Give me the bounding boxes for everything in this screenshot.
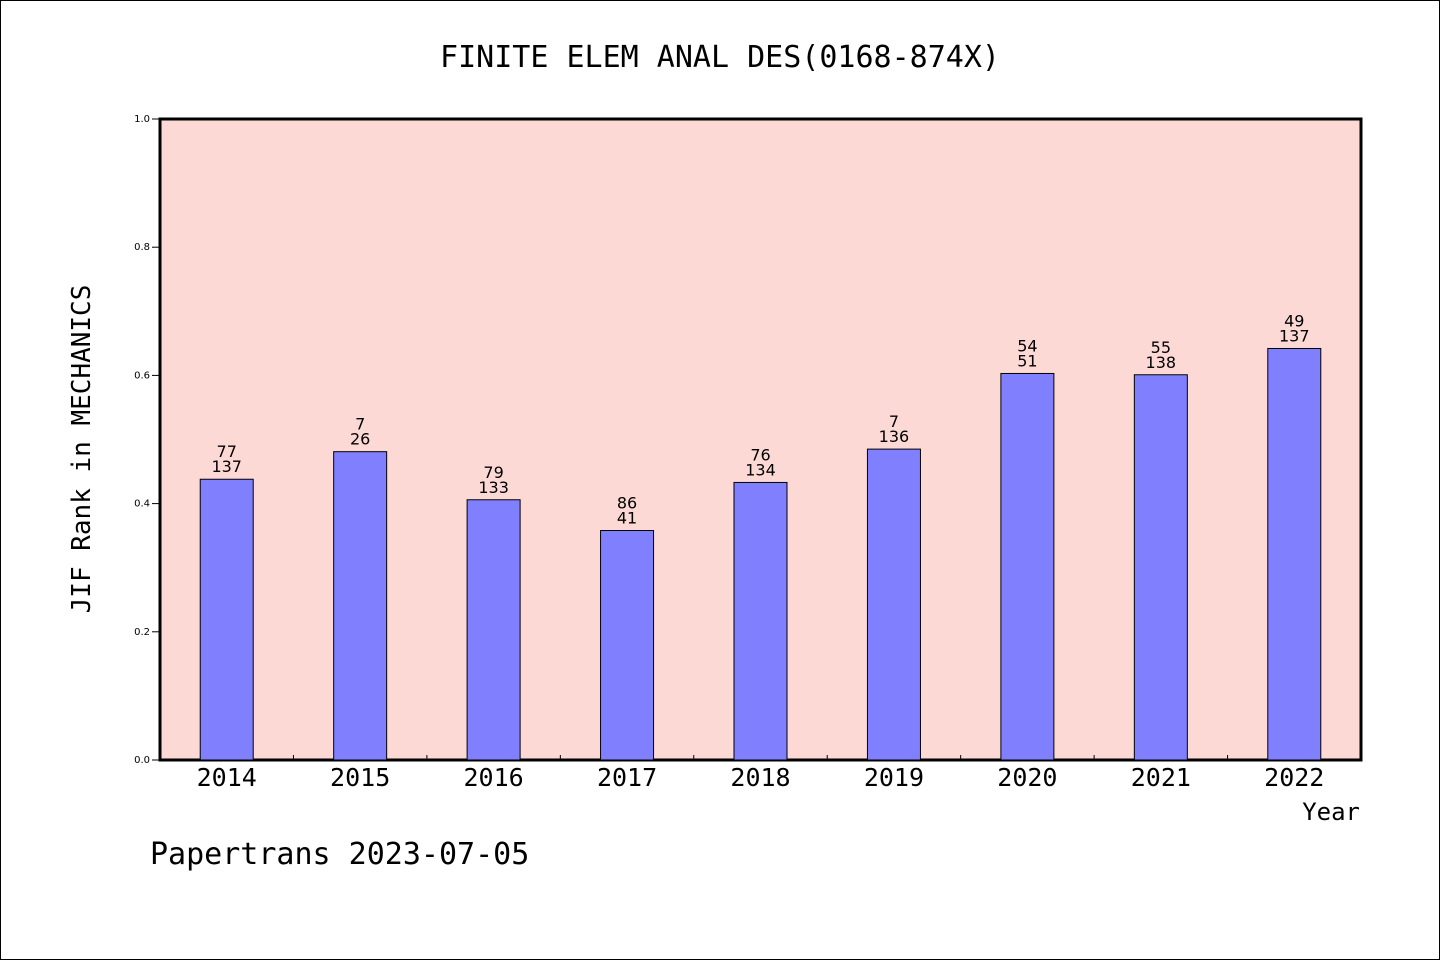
bar-total-label: 138 — [1146, 353, 1177, 372]
y-tick-label: 1.0 — [134, 114, 150, 125]
x-axis: 2014 2015 2016 2017 2018 2019 2020 2021 2022 — [197, 755, 1324, 792]
bar-2019 — [866, 448, 921, 761]
bar-total-label: 137 — [1279, 326, 1310, 345]
bar-total-label: 41 — [617, 509, 637, 528]
x-tick-label: 2017 — [597, 763, 657, 792]
bar-rank-label: 7 — [889, 412, 899, 431]
chart-title: FINITE ELEM ANAL DES(0168-874X) — [440, 40, 1000, 75]
bar-2022 — [1267, 347, 1322, 761]
bar-rank-label: 55 — [1151, 338, 1171, 357]
bar-total-label: 134 — [745, 460, 776, 479]
y-tick-label: 0.0 — [134, 755, 150, 766]
bar-rank-label: 7 — [355, 415, 365, 434]
x-tick-label: 2014 — [197, 763, 257, 792]
bar-rank-label: 49 — [1284, 311, 1304, 330]
x-tick-label: 2020 — [997, 763, 1057, 792]
y-axis-label: JIF Rank in MECHANICS — [67, 285, 97, 614]
y-tick-label: 0.4 — [134, 499, 150, 510]
x-tick-label: 2018 — [730, 763, 790, 792]
bar-total-label: 137 — [211, 457, 242, 476]
x-tick-label: 2019 — [864, 763, 924, 792]
bar-2017 — [600, 530, 655, 761]
bar-total-label: 51 — [1017, 351, 1037, 370]
x-tick-label: 2015 — [330, 763, 390, 792]
y-tick-label: 0.6 — [134, 370, 150, 381]
y-tick-label: 0.8 — [134, 242, 150, 253]
bar-rank-label: 54 — [1017, 336, 1037, 355]
bar-2014 — [199, 478, 254, 761]
bar-rank-label: 77 — [217, 442, 237, 461]
bar-rank-label: 76 — [750, 445, 770, 464]
bar-total-label: 133 — [478, 478, 509, 497]
watermark-text: Papertrans 2023-07-05 — [150, 837, 529, 872]
bar-total-label: 136 — [879, 427, 910, 446]
bar-total-label: 26 — [350, 430, 370, 449]
bar-rank-label: 86 — [617, 494, 637, 513]
x-tick-label: 2021 — [1131, 763, 1191, 792]
x-tick-label: 2022 — [1264, 763, 1324, 792]
x-tick-label: 2016 — [464, 763, 524, 792]
bar-2021 — [1133, 374, 1188, 761]
bar-2018 — [733, 481, 788, 761]
bars — [199, 347, 1322, 761]
bar-rank-label: 79 — [483, 463, 503, 482]
y-tick-label: 0.2 — [134, 627, 150, 638]
x-axis-label: Year — [1302, 798, 1360, 826]
bar-2015 — [333, 451, 388, 761]
bar-2016 — [466, 499, 521, 761]
y-axis: 0.0 0.2 0.4 0.6 0.8 1.0 — [134, 114, 160, 766]
bar-2020 — [1000, 372, 1055, 761]
